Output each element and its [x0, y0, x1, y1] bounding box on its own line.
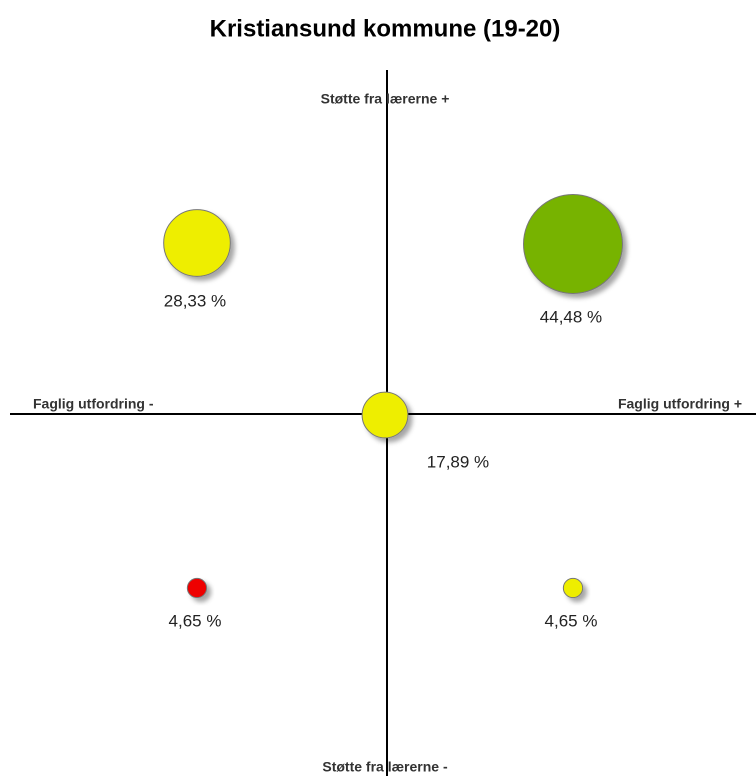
- bubble: [163, 209, 231, 277]
- value-label: 4,65 %: [545, 611, 598, 630]
- bubble: [186, 577, 208, 599]
- value-label: 17,89 %: [427, 452, 489, 471]
- value-label: 44,48 %: [540, 307, 602, 326]
- bubble: [523, 194, 623, 294]
- axis-label: Støtte fra lærerne +: [321, 91, 450, 107]
- axis-label: Faglig utfordring +: [618, 396, 742, 412]
- axis-label: Faglig utfordring -: [33, 396, 154, 412]
- bubble: [361, 391, 409, 439]
- bubble: [562, 577, 584, 599]
- value-label: 4,65 %: [169, 611, 222, 630]
- value-label: 28,33 %: [164, 291, 226, 310]
- axis-label: Støtte fra lærerne -: [322, 759, 448, 775]
- chart-title: Kristiansund kommune (19-20): [210, 15, 561, 42]
